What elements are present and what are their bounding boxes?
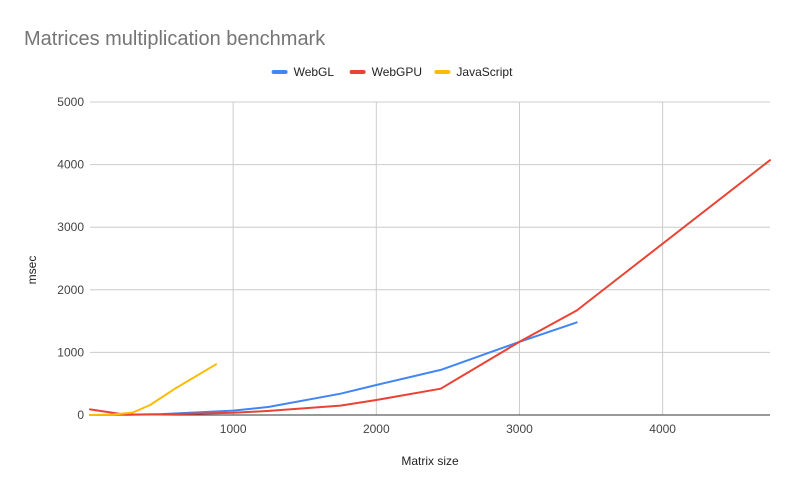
legend-label: JavaScript [456, 65, 513, 79]
series-line-webgpu [89, 159, 771, 416]
legend-label: WebGPU [372, 65, 422, 79]
legend-swatch [271, 70, 288, 74]
y-axis-ticks: 0 1000 2000 3000 4000 5000 [57, 95, 84, 422]
legend-swatch [349, 70, 366, 74]
x-axis-ticks: 1000 2000 3000 4000 [220, 422, 676, 436]
x-tick-label: 2000 [363, 422, 390, 436]
y-tick-label: 1000 [57, 345, 84, 359]
y-tick-label: 4000 [57, 158, 84, 172]
x-axis-label: Matrix size [401, 454, 459, 468]
y-tick-label: 0 [77, 408, 84, 422]
chart-title: Matrices multiplication benchmark [24, 28, 326, 50]
y-axis-label: msec [25, 256, 39, 285]
y-tick-label: 5000 [57, 95, 84, 109]
y-tick-label: 3000 [57, 220, 84, 234]
series-layer [89, 159, 771, 416]
x-tick-label: 1000 [220, 422, 247, 436]
legend-swatch [434, 70, 451, 74]
y-tick-label: 2000 [57, 283, 84, 297]
x-tick-label: 4000 [649, 422, 676, 436]
legend-label: WebGL [294, 65, 335, 79]
legend-item-javascript[interactable]: JavaScript [434, 65, 513, 79]
legend-item-webgpu[interactable]: WebGPU [349, 65, 422, 79]
legend: WebGL WebGPU JavaScript [271, 65, 513, 79]
series-line-javascript [89, 363, 217, 416]
gridlines [90, 101, 770, 415]
x-tick-label: 3000 [506, 422, 533, 436]
legend-item-webgl[interactable]: WebGL [271, 65, 335, 79]
